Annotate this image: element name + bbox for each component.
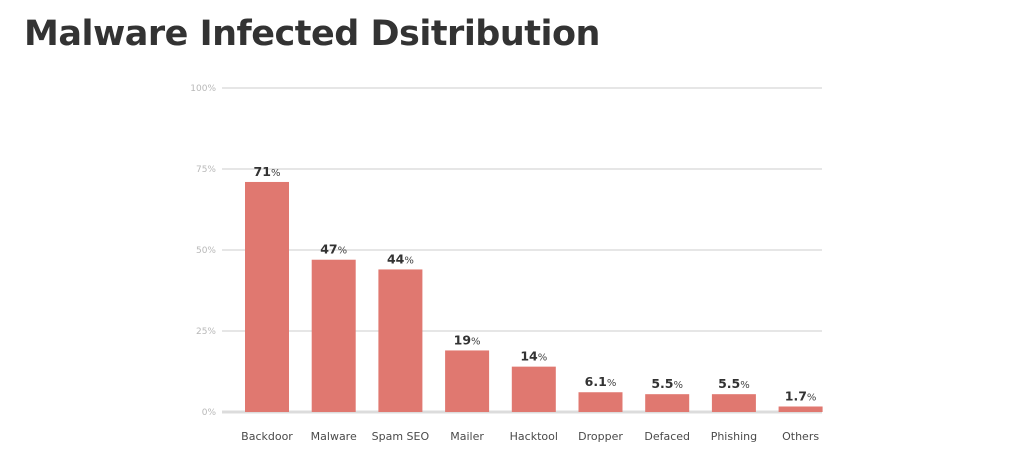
- category-label: Backdoor: [241, 430, 293, 443]
- category-label: Mailer: [450, 430, 484, 443]
- bar: [778, 406, 823, 412]
- data-label: 14%: [520, 349, 547, 364]
- data-label: 19%: [454, 332, 481, 347]
- category-label: Dropper: [578, 430, 623, 443]
- chart-title: Malware Infected Dsitribution: [24, 14, 600, 54]
- bar: [445, 350, 490, 412]
- data-label: 6.1%: [585, 374, 617, 389]
- bar: [311, 259, 356, 412]
- bars: [245, 181, 823, 412]
- category-label: Malware: [311, 430, 357, 443]
- y-tick-label: 25%: [196, 327, 216, 337]
- bar: [245, 181, 289, 412]
- y-tick-label: 100%: [190, 84, 216, 94]
- bar: [645, 394, 690, 412]
- bar: [378, 269, 423, 412]
- category-labels: Backdoor Malware Spam SEO Mailer Hacktool Dro…: [241, 430, 819, 443]
- category-label: Defaced: [644, 430, 690, 443]
- y-tick-label: 50%: [196, 246, 216, 256]
- bar: [578, 392, 623, 412]
- data-label: 71%: [254, 164, 281, 179]
- data-label: 5.5%: [651, 376, 683, 391]
- data-label: 44%: [387, 251, 414, 266]
- data-label: 47%: [320, 242, 347, 257]
- data-label: 1.7%: [785, 388, 817, 403]
- data-label: 5.5%: [718, 376, 750, 391]
- category-label: Hacktool: [510, 430, 558, 443]
- bar: [711, 394, 756, 412]
- category-label: Others: [782, 430, 819, 443]
- bar: [511, 366, 556, 412]
- value-labels: 71% 47% 44% 19% 14% 6.1% 5.5% 5.5% 1.7%: [254, 164, 817, 404]
- y-tick-label: 75%: [196, 165, 216, 175]
- y-tick-label: 0%: [202, 408, 217, 418]
- category-label: Phishing: [711, 430, 757, 443]
- category-label: Spam SEO: [372, 430, 430, 443]
- y-axis-ticks: 0% 25% 50% 75% 100%: [190, 84, 216, 418]
